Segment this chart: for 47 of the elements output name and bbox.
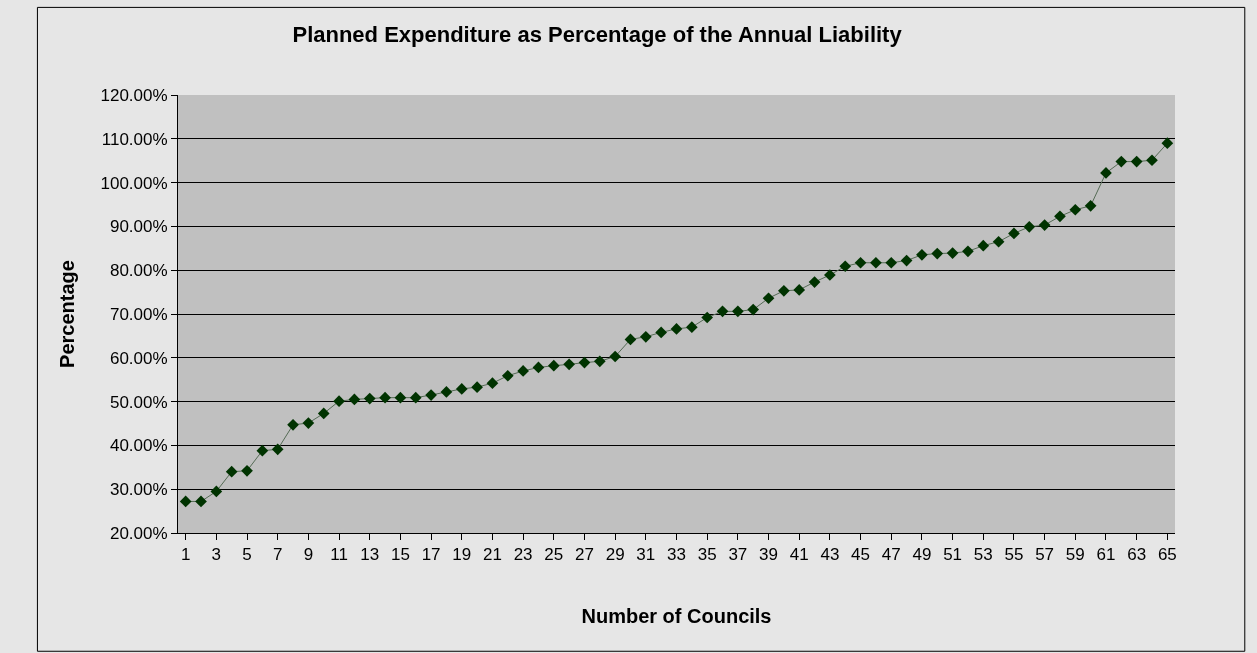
x-tick-label: 63 [1127,545,1147,565]
y-tick-label: 80.00% [109,261,168,281]
x-tick-label: 65 [1157,545,1177,565]
y-tick-label: 110.00% [101,129,168,149]
x-tick-label: 57 [1035,545,1055,565]
x-tick-label: 49 [912,545,932,565]
x-tick-label: 11 [330,545,348,565]
x-tick-label: 55 [1004,545,1024,565]
x-tick-label: 53 [973,545,993,565]
x-tick-label: 5 [242,545,252,565]
x-tick-label: 51 [943,545,963,565]
x-tick-label: 29 [605,545,625,565]
x-tick-label: 1 [180,545,191,565]
x-tick-label: 3 [211,545,222,565]
x-tick-label: 27 [575,545,594,565]
chart-title: Planned Expenditure as Percentage of the Annual Liability [292,21,903,47]
x-tick-label: 35 [697,545,717,565]
y-tick-label: 50.00% [109,392,168,412]
x-tick-label: 31 [636,545,656,565]
y-tick-label: 20.00% [109,523,168,543]
x-tick-label: 25 [544,545,564,565]
x-tick-label: 9 [303,545,314,565]
x-tick-label: 37 [728,545,748,565]
x-tick-label: 21 [482,545,502,565]
y-tick-label: 90.00% [109,217,168,237]
x-tick-label: 47 [881,545,901,565]
y-tick-label: 60.00% [109,348,168,368]
y-axis-title: Percentage [55,260,78,368]
x-axis-title: Number of Councils [581,604,772,627]
x-tick-label: 61 [1096,545,1116,565]
y-tick-label: 120.00% [100,85,168,105]
x-tick-label: 7 [272,545,283,565]
x-tick-label: 45 [851,545,871,565]
x-tick-label: 43 [820,545,840,565]
y-tick-label: 100.00% [100,173,168,193]
y-tick-label: 30.00% [109,480,168,500]
x-tick-label: 39 [759,545,778,565]
x-tick-label: 17 [421,545,441,565]
y-tick-label: 70.00% [109,304,168,324]
x-tick-label: 19 [452,545,472,565]
x-tick-label: 15 [390,545,410,565]
y-tick-label: 40.00% [109,436,168,456]
x-tick-label: 23 [513,545,533,565]
x-tick-label: 33 [667,545,686,565]
x-tick-label: 59 [1065,545,1085,565]
x-tick-label: 13 [360,545,380,565]
x-tick-label: 41 [789,545,809,565]
